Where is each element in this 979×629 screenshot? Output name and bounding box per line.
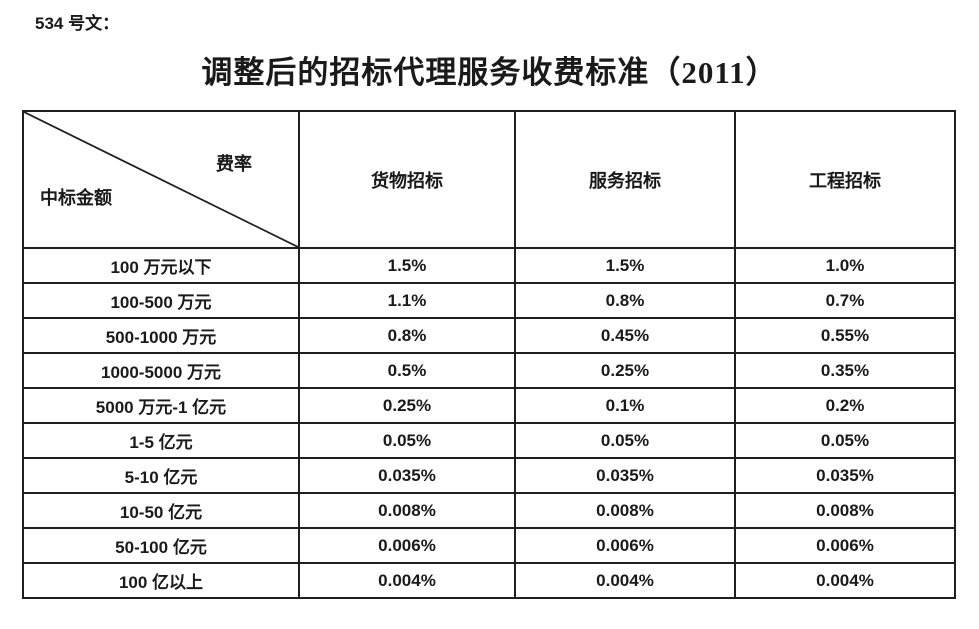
- row-label-cell: 100-500 万元: [22, 282, 300, 319]
- column-header-goods-tender: 货物招标: [298, 110, 516, 249]
- table-cell: 0.035%: [514, 457, 736, 494]
- column-header-service-tender: 服务招标: [514, 110, 736, 249]
- row-label-cell: 10-50 亿元: [22, 492, 300, 529]
- table-cell: 1.1%: [298, 282, 516, 319]
- table-cell: 0.45%: [514, 317, 736, 354]
- table-cell: 0.035%: [734, 457, 956, 494]
- row-label-cell: 5000 万元-1 亿元: [22, 387, 300, 424]
- table-cell: 0.25%: [298, 387, 516, 424]
- table-cell: 0.008%: [514, 492, 736, 529]
- table-cell: 0.004%: [514, 562, 736, 599]
- table-cell: 0.1%: [514, 387, 736, 424]
- table-row: 500-1000 万元 0.8% 0.45% 0.55%: [22, 317, 956, 354]
- table-cell: 0.8%: [298, 317, 516, 354]
- table-row: 100 万元以下 1.5% 1.5% 1.0%: [22, 247, 956, 284]
- table-cell: 1.5%: [298, 247, 516, 284]
- table-cell: 0.35%: [734, 352, 956, 389]
- table-cell: 0.8%: [514, 282, 736, 319]
- table-cell: 0.2%: [734, 387, 956, 424]
- row-label-cell: 50-100 亿元: [22, 527, 300, 564]
- table-cell: 0.25%: [514, 352, 736, 389]
- rate-axis-label: 费率: [216, 154, 252, 174]
- table-cell: 0.004%: [734, 562, 956, 599]
- table-row: 10-50 亿元 0.008% 0.008% 0.008%: [22, 492, 956, 529]
- corner-header-cell: 费率 中标金额: [22, 110, 300, 249]
- table-row: 100 亿以上 0.004% 0.004% 0.004%: [22, 562, 956, 599]
- table-row: 1000-5000 万元 0.5% 0.25% 0.35%: [22, 352, 956, 389]
- fee-table: 费率 中标金额 货物招标 服务招标 工程招标 100 万元以下 1.5% 1.5…: [22, 110, 956, 599]
- table-row: 1-5 亿元 0.05% 0.05% 0.05%: [22, 422, 956, 459]
- table-row: 50-100 亿元 0.006% 0.006% 0.006%: [22, 527, 956, 564]
- table-cell: 0.004%: [298, 562, 516, 599]
- table-cell: 0.035%: [298, 457, 516, 494]
- table-cell: 0.05%: [298, 422, 516, 459]
- table-cell: 0.006%: [734, 527, 956, 564]
- table-cell: 0.55%: [734, 317, 956, 354]
- table-cell: 0.5%: [298, 352, 516, 389]
- table-cell: 0.05%: [734, 422, 956, 459]
- table-row: 5-10 亿元 0.035% 0.035% 0.035%: [22, 457, 956, 494]
- table-row: 5000 万元-1 亿元 0.25% 0.1% 0.2%: [22, 387, 956, 424]
- row-label-cell: 5-10 亿元: [22, 457, 300, 494]
- row-label-cell: 100 万元以下: [22, 247, 300, 284]
- diagonal-line: [24, 112, 298, 247]
- table-cell: 0.05%: [514, 422, 736, 459]
- amount-axis-label: 中标金额: [40, 188, 112, 208]
- table-row: 100-500 万元 1.1% 0.8% 0.7%: [22, 282, 956, 319]
- table-cell: 0.7%: [734, 282, 956, 319]
- row-label-cell: 1-5 亿元: [22, 422, 300, 459]
- table-cell: 0.008%: [734, 492, 956, 529]
- table-cell: 0.008%: [298, 492, 516, 529]
- page-title: 调整后的招标代理服务收费标准（2011）: [201, 55, 778, 90]
- row-label-cell: 1000-5000 万元: [22, 352, 300, 389]
- row-label-cell: 500-1000 万元: [22, 317, 300, 354]
- table-cell: 0.006%: [298, 527, 516, 564]
- table-cell: 0.006%: [514, 527, 736, 564]
- doc-number-label: 534 号文：: [35, 14, 120, 33]
- column-header-engineering-tender: 工程招标: [734, 110, 956, 249]
- table-cell: 1.5%: [514, 247, 736, 284]
- table-cell: 1.0%: [734, 247, 956, 284]
- row-label-cell: 100 亿以上: [22, 562, 300, 599]
- header-row: 费率 中标金额 货物招标 服务招标 工程招标: [22, 110, 956, 249]
